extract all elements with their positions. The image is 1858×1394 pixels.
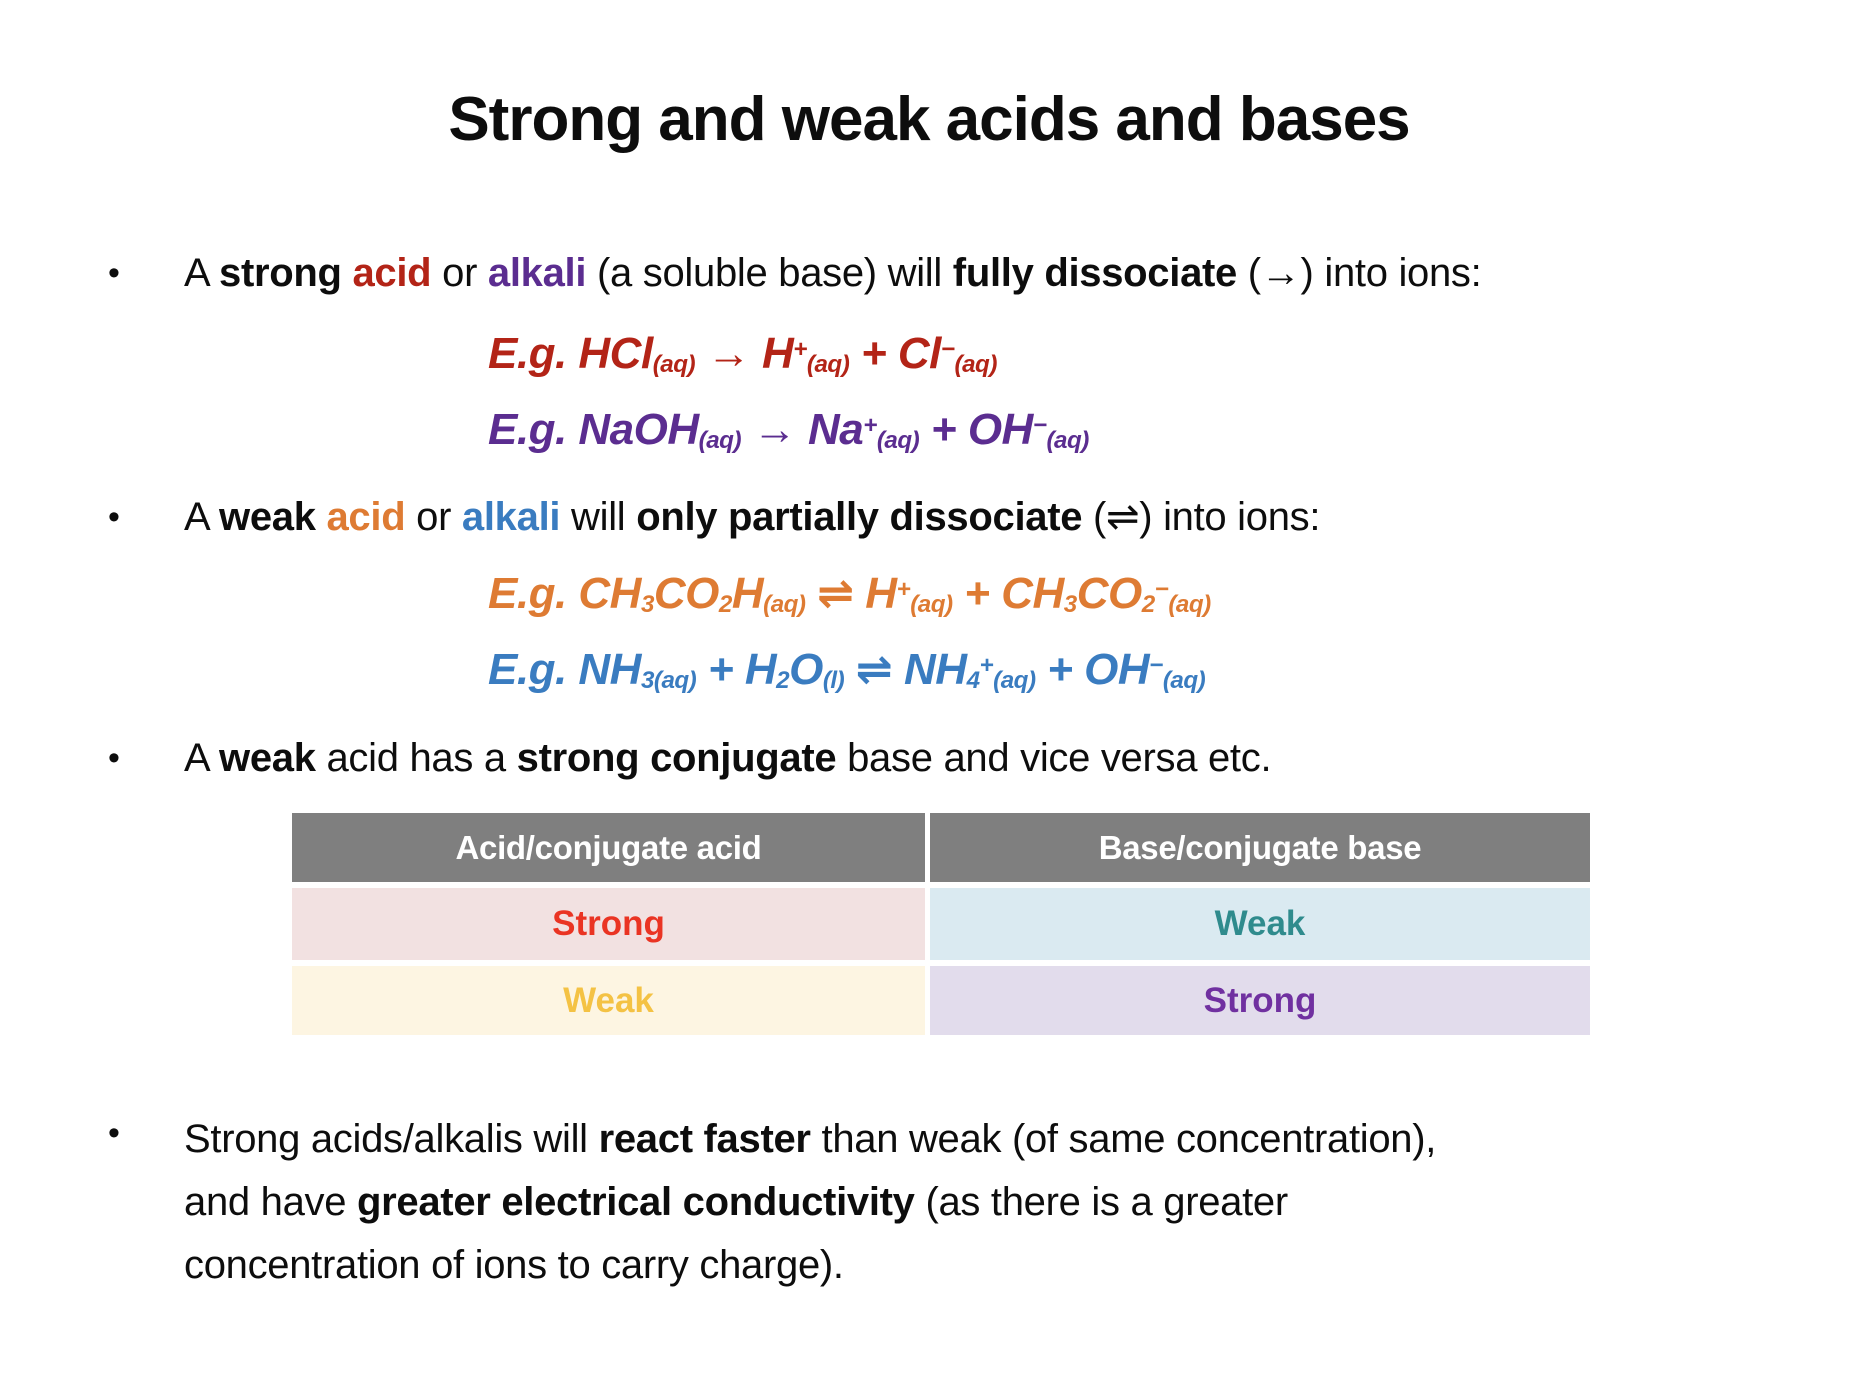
slide-title: Strong and weak acids and bases <box>448 85 1410 154</box>
bullet-conjugate-statement: • A weak acid has a strong conjugate bas… <box>108 733 1748 783</box>
equation-hcl-dissociation: E.g. HCl(aq) → H+(aq) + Cl−(aq) <box>488 329 997 379</box>
equation-naoh-dissociation: E.g. NaOH(aq) → Na+(aq) + OH−(aq) <box>488 405 1089 455</box>
bullet-marker: • <box>108 254 120 292</box>
table-cell-strong-acid: Strong <box>292 888 925 960</box>
table-header-acid: Acid/conjugate acid <box>292 813 925 882</box>
bullet-marker: • <box>108 739 120 777</box>
bullet-weak-acid-text: A weak acid or alkali will only partiall… <box>184 495 1321 539</box>
bullet-conjugate-text: A weak acid has a strong conjugate base … <box>184 736 1272 780</box>
bullet-weak-acid-definition: • A weak acid or alkali will only partia… <box>108 492 1748 542</box>
acid-base-table: Acid/conjugate acid Base/conjugate base … <box>292 813 1590 1035</box>
bullet-marker: • <box>108 498 120 536</box>
bullet-reaction-rate: • Strong acids/alkalis will react faster… <box>108 1108 1748 1297</box>
bullet-reaction-rate-text: Strong acids/alkalis will react faster t… <box>184 1117 1437 1287</box>
table-header-base: Base/conjugate base <box>930 813 1590 882</box>
table-cell-weak-base: Weak <box>930 888 1590 960</box>
equation-ethanoic-acid-dissociation: E.g. CH3CO2H(aq) ⇌ H+(aq) + CH3CO2−(aq) <box>488 569 1211 619</box>
bullet-strong-acid-text: A strong acid or alkali (a soluble base)… <box>184 251 1482 295</box>
equation-ammonia-dissociation: E.g. NH3(aq) + H2O(l) ⇌ NH4+(aq) + OH−(a… <box>488 645 1206 695</box>
bullet-marker: • <box>108 1114 120 1152</box>
table-cell-weak-acid: Weak <box>292 966 925 1035</box>
table-cell-strong-base: Strong <box>930 966 1590 1035</box>
bullet-strong-acid-definition: • A strong acid or alkali (a soluble bas… <box>108 248 1748 298</box>
